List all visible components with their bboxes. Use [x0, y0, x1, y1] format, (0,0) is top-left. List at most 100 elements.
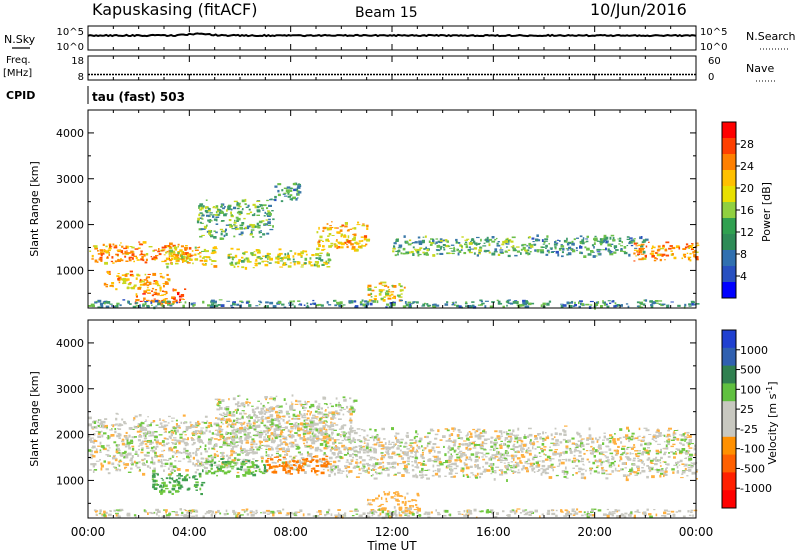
range-cell [340, 472, 343, 474]
range-cell [209, 220, 213, 222]
range-cell [277, 419, 281, 423]
range-cell [505, 243, 510, 245]
range-cell [267, 258, 269, 260]
range-cell [300, 403, 303, 407]
scatter-band [89, 241, 193, 265]
range-cell [314, 469, 316, 472]
range-cell [494, 437, 499, 439]
range-cell [306, 445, 310, 448]
range-cell [690, 245, 693, 248]
range-cell [411, 469, 415, 472]
range-cell [249, 234, 253, 236]
range-cell [684, 255, 687, 258]
range-cell [374, 298, 377, 301]
range-cell [125, 254, 129, 255]
range-cell [448, 455, 452, 458]
range-cell [633, 444, 636, 446]
range-cell [499, 249, 504, 251]
scatter-band [367, 281, 406, 304]
range-cell [250, 441, 252, 444]
range-cell [577, 440, 580, 442]
range-cell [171, 468, 175, 471]
range-cell [395, 432, 400, 435]
range-cell [478, 433, 481, 437]
range-cell [648, 241, 650, 243]
range-cell [287, 192, 290, 195]
range-cell [220, 414, 224, 416]
range-cell [565, 477, 569, 479]
range-cell [509, 437, 513, 440]
range-cell [263, 425, 267, 428]
range-cell [125, 431, 128, 434]
range-cell [579, 245, 581, 247]
range-cell [236, 467, 240, 470]
range-cell [239, 212, 242, 216]
range-cell [246, 225, 251, 228]
range-cell [406, 241, 409, 243]
range-cell [242, 474, 247, 477]
range-cell [247, 204, 250, 207]
range-cell [473, 440, 476, 442]
range-cell [638, 244, 641, 247]
range-cell [232, 303, 235, 305]
range-cell [104, 418, 108, 420]
range-cell [499, 435, 503, 437]
range-cell [231, 425, 235, 428]
range-cell [201, 463, 205, 467]
range-cell [333, 299, 336, 302]
range-cell [106, 301, 111, 304]
range-cell [144, 421, 147, 422]
range-cell [180, 484, 183, 487]
range-cell [315, 422, 319, 426]
range-cell [331, 422, 334, 424]
range-cell [340, 246, 344, 249]
range-cell [512, 300, 517, 304]
range-cell [291, 394, 294, 397]
range-cell [244, 426, 246, 430]
range-cell [171, 442, 176, 445]
range-cell [156, 284, 161, 287]
range-cell [451, 304, 455, 306]
range-cell [496, 242, 499, 245]
range-cell [395, 432, 397, 434]
range-cell [479, 435, 482, 438]
range-cell [328, 233, 332, 236]
range-cell [548, 476, 553, 479]
range-cell [678, 246, 681, 250]
range-cell [233, 224, 236, 226]
range-cell [315, 263, 319, 266]
range-cell [380, 471, 383, 475]
range-cell [381, 284, 386, 286]
range-cell [198, 439, 202, 442]
range-cell [348, 441, 353, 443]
range-cell [227, 205, 231, 209]
range-cell [260, 407, 265, 410]
range-cell [237, 265, 240, 268]
range-cell [336, 302, 339, 305]
range-cell [261, 418, 265, 420]
range-cell [406, 460, 410, 463]
range-cell [366, 302, 370, 305]
range-cell [149, 443, 153, 445]
range-cell [394, 443, 397, 445]
range-cell [352, 233, 355, 236]
range-cell [281, 429, 285, 431]
range-cell [546, 235, 549, 238]
range-cell [326, 433, 329, 436]
range-cell [166, 278, 171, 280]
range-cell [161, 425, 163, 428]
range-cell [145, 277, 148, 279]
range-cell [297, 468, 299, 471]
range-cell [128, 446, 131, 450]
range-cell [411, 464, 414, 467]
range-cell [604, 451, 608, 453]
range-cell [509, 442, 512, 444]
range-cell [232, 435, 236, 438]
range-cell [299, 453, 304, 456]
range-cell [201, 234, 205, 236]
range-cell [602, 240, 605, 243]
range-cell [343, 235, 347, 238]
range-cell [309, 454, 312, 458]
range-cell [241, 410, 245, 412]
range-cell [183, 299, 185, 300]
